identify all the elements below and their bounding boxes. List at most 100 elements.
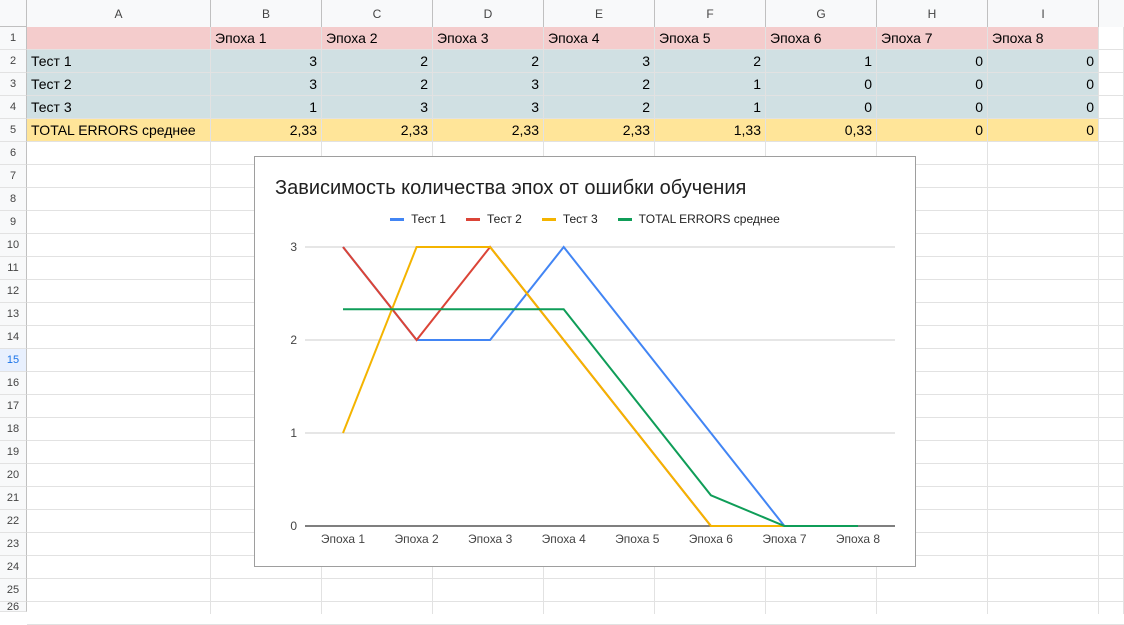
row-header-19[interactable]: 19	[0, 441, 27, 464]
row-header-4[interactable]: 4	[0, 96, 27, 119]
row-header-10[interactable]: 10	[0, 234, 27, 257]
data-row-3-cell-h[interactable]: 0	[877, 96, 988, 119]
series-line-4[interactable]	[343, 308, 858, 527]
header-row-cell-e[interactable]: Эпоха 4	[544, 27, 655, 50]
total-row-cell-b[interactable]: 2,33	[211, 119, 322, 142]
legend-item[interactable]: Тест 2	[465, 212, 522, 226]
header-row-cell-i[interactable]: Эпоха 8	[988, 27, 1099, 50]
legend-swatch	[390, 217, 405, 221]
column-header-b[interactable]: B	[211, 0, 322, 27]
column-header-g[interactable]: G	[766, 0, 877, 27]
x-tick-label: Эпоха 2	[394, 532, 439, 546]
x-tick-label: Эпоха 3	[468, 532, 513, 546]
data-row-3-cell-i[interactable]: 0	[988, 96, 1099, 119]
line-chart[interactable]: Зависимость количества эпох от ошибки об…	[254, 156, 916, 567]
data-row-2-cell-f[interactable]: 1	[655, 73, 766, 96]
row-header-16[interactable]: 16	[0, 372, 27, 395]
total-row-cell-h[interactable]: 0	[877, 119, 988, 142]
series-line-3[interactable]	[342, 246, 858, 527]
column-header-e[interactable]: E	[544, 0, 655, 27]
row-header-18[interactable]: 18	[0, 418, 27, 441]
data-row-1-cell-e[interactable]: 3	[544, 50, 655, 73]
data-row-3-cell-g[interactable]: 0	[766, 96, 877, 119]
column-header-d[interactable]: D	[433, 0, 544, 27]
row-header-24[interactable]: 24	[0, 556, 27, 579]
row-header-9[interactable]: 9	[0, 211, 27, 234]
data-row-1-cell-i[interactable]: 0	[988, 50, 1099, 73]
header-row-cell-c[interactable]: Эпоха 2	[322, 27, 433, 50]
data-row-2-cell-h[interactable]: 0	[877, 73, 988, 96]
legend-swatch	[617, 217, 632, 221]
row-header-21[interactable]: 21	[0, 487, 27, 510]
data-row-1-cell-g[interactable]: 1	[766, 50, 877, 73]
x-tick-label: Эпоха 8	[836, 532, 881, 546]
data-row-1-cell-a[interactable]: Тест 1	[27, 50, 211, 73]
header-row-cell-a[interactable]	[27, 27, 211, 50]
row-header-23[interactable]: 23	[0, 533, 27, 556]
row-header-14[interactable]: 14	[0, 326, 27, 349]
legend-item[interactable]: TOTAL ERRORS среднее	[617, 212, 780, 226]
header-row-cell-d[interactable]: Эпоха 3	[433, 27, 544, 50]
series-line-1[interactable]	[342, 245, 858, 527]
data-row-2-cell-c[interactable]: 2	[322, 73, 433, 96]
row-header-12[interactable]: 12	[0, 280, 27, 303]
data-row-3-cell-e[interactable]: 2	[544, 96, 655, 119]
column-header-h[interactable]: H	[877, 0, 988, 27]
row-header-8[interactable]: 8	[0, 188, 27, 211]
data-row-1-cell-c[interactable]: 2	[322, 50, 433, 73]
row-header-17[interactable]: 17	[0, 395, 27, 418]
y-tick-label: 2	[290, 333, 297, 347]
legend-item[interactable]: Тест 3	[541, 212, 598, 226]
row-header-6[interactable]: 6	[0, 142, 27, 165]
data-row-2-cell-b[interactable]: 3	[211, 73, 322, 96]
data-row-3-cell-a[interactable]: Тест 3	[27, 96, 211, 119]
legend-label: Тест 1	[411, 212, 446, 226]
row-header-25[interactable]: 25	[0, 579, 27, 602]
column-header-i[interactable]: I	[988, 0, 1099, 27]
row-header-1[interactable]: 1	[0, 27, 27, 50]
data-row-3-cell-d[interactable]: 3	[433, 96, 544, 119]
data-row-3-cell-f[interactable]: 1	[655, 96, 766, 119]
header-row-cell-f[interactable]: Эпоха 5	[655, 27, 766, 50]
select-all-corner[interactable]	[0, 0, 27, 27]
row-header-11[interactable]: 11	[0, 257, 27, 280]
row-header-20[interactable]: 20	[0, 464, 27, 487]
total-row-cell-a[interactable]: TOTAL ERRORS среднее	[27, 119, 211, 142]
x-tick-label: Эпоха 4	[542, 532, 587, 546]
column-header-a[interactable]: A	[27, 0, 211, 27]
row-header-22[interactable]: 22	[0, 510, 27, 533]
data-row-3-cell-b[interactable]: 1	[211, 96, 322, 119]
data-row-1-cell-h[interactable]: 0	[877, 50, 988, 73]
x-tick-label: Эпоха 6	[689, 532, 734, 546]
total-row-cell-c[interactable]: 2,33	[322, 119, 433, 142]
data-row-2-cell-g[interactable]: 0	[766, 73, 877, 96]
legend-swatch	[465, 217, 480, 221]
row-header-15[interactable]: 15	[0, 349, 27, 372]
row-header-5[interactable]: 5	[0, 119, 27, 142]
column-header-c[interactable]: C	[322, 0, 433, 27]
data-row-1-cell-b[interactable]: 3	[211, 50, 322, 73]
row-header-3[interactable]: 3	[0, 73, 27, 96]
data-row-3-cell-c[interactable]: 3	[322, 96, 433, 119]
total-row-cell-g[interactable]: 0,33	[766, 119, 877, 142]
x-tick-label: Эпоха 7	[762, 532, 807, 546]
header-row-cell-g[interactable]: Эпоха 6	[766, 27, 877, 50]
row-header-26[interactable]: 26	[0, 602, 27, 612]
legend-item[interactable]: Тест 1	[390, 212, 446, 226]
data-row-2-cell-d[interactable]: 3	[433, 73, 544, 96]
row-header-7[interactable]: 7	[0, 165, 27, 188]
data-row-2-cell-i[interactable]: 0	[988, 73, 1099, 96]
header-row-cell-b[interactable]: Эпоха 1	[211, 27, 322, 50]
row-header-13[interactable]: 13	[0, 303, 27, 326]
data-row-2-cell-a[interactable]: Тест 2	[27, 73, 211, 96]
data-row-1-cell-f[interactable]: 2	[655, 50, 766, 73]
total-row-cell-i[interactable]: 0	[988, 119, 1099, 142]
total-row-cell-d[interactable]: 2,33	[433, 119, 544, 142]
column-header-f[interactable]: F	[655, 0, 766, 27]
data-row-1-cell-d[interactable]: 2	[433, 50, 544, 73]
total-row-cell-e[interactable]: 2,33	[544, 119, 655, 142]
data-row-2-cell-e[interactable]: 2	[544, 73, 655, 96]
header-row-cell-h[interactable]: Эпоха 7	[877, 27, 988, 50]
total-row-cell-f[interactable]: 1,33	[655, 119, 766, 142]
row-header-2[interactable]: 2	[0, 50, 27, 73]
